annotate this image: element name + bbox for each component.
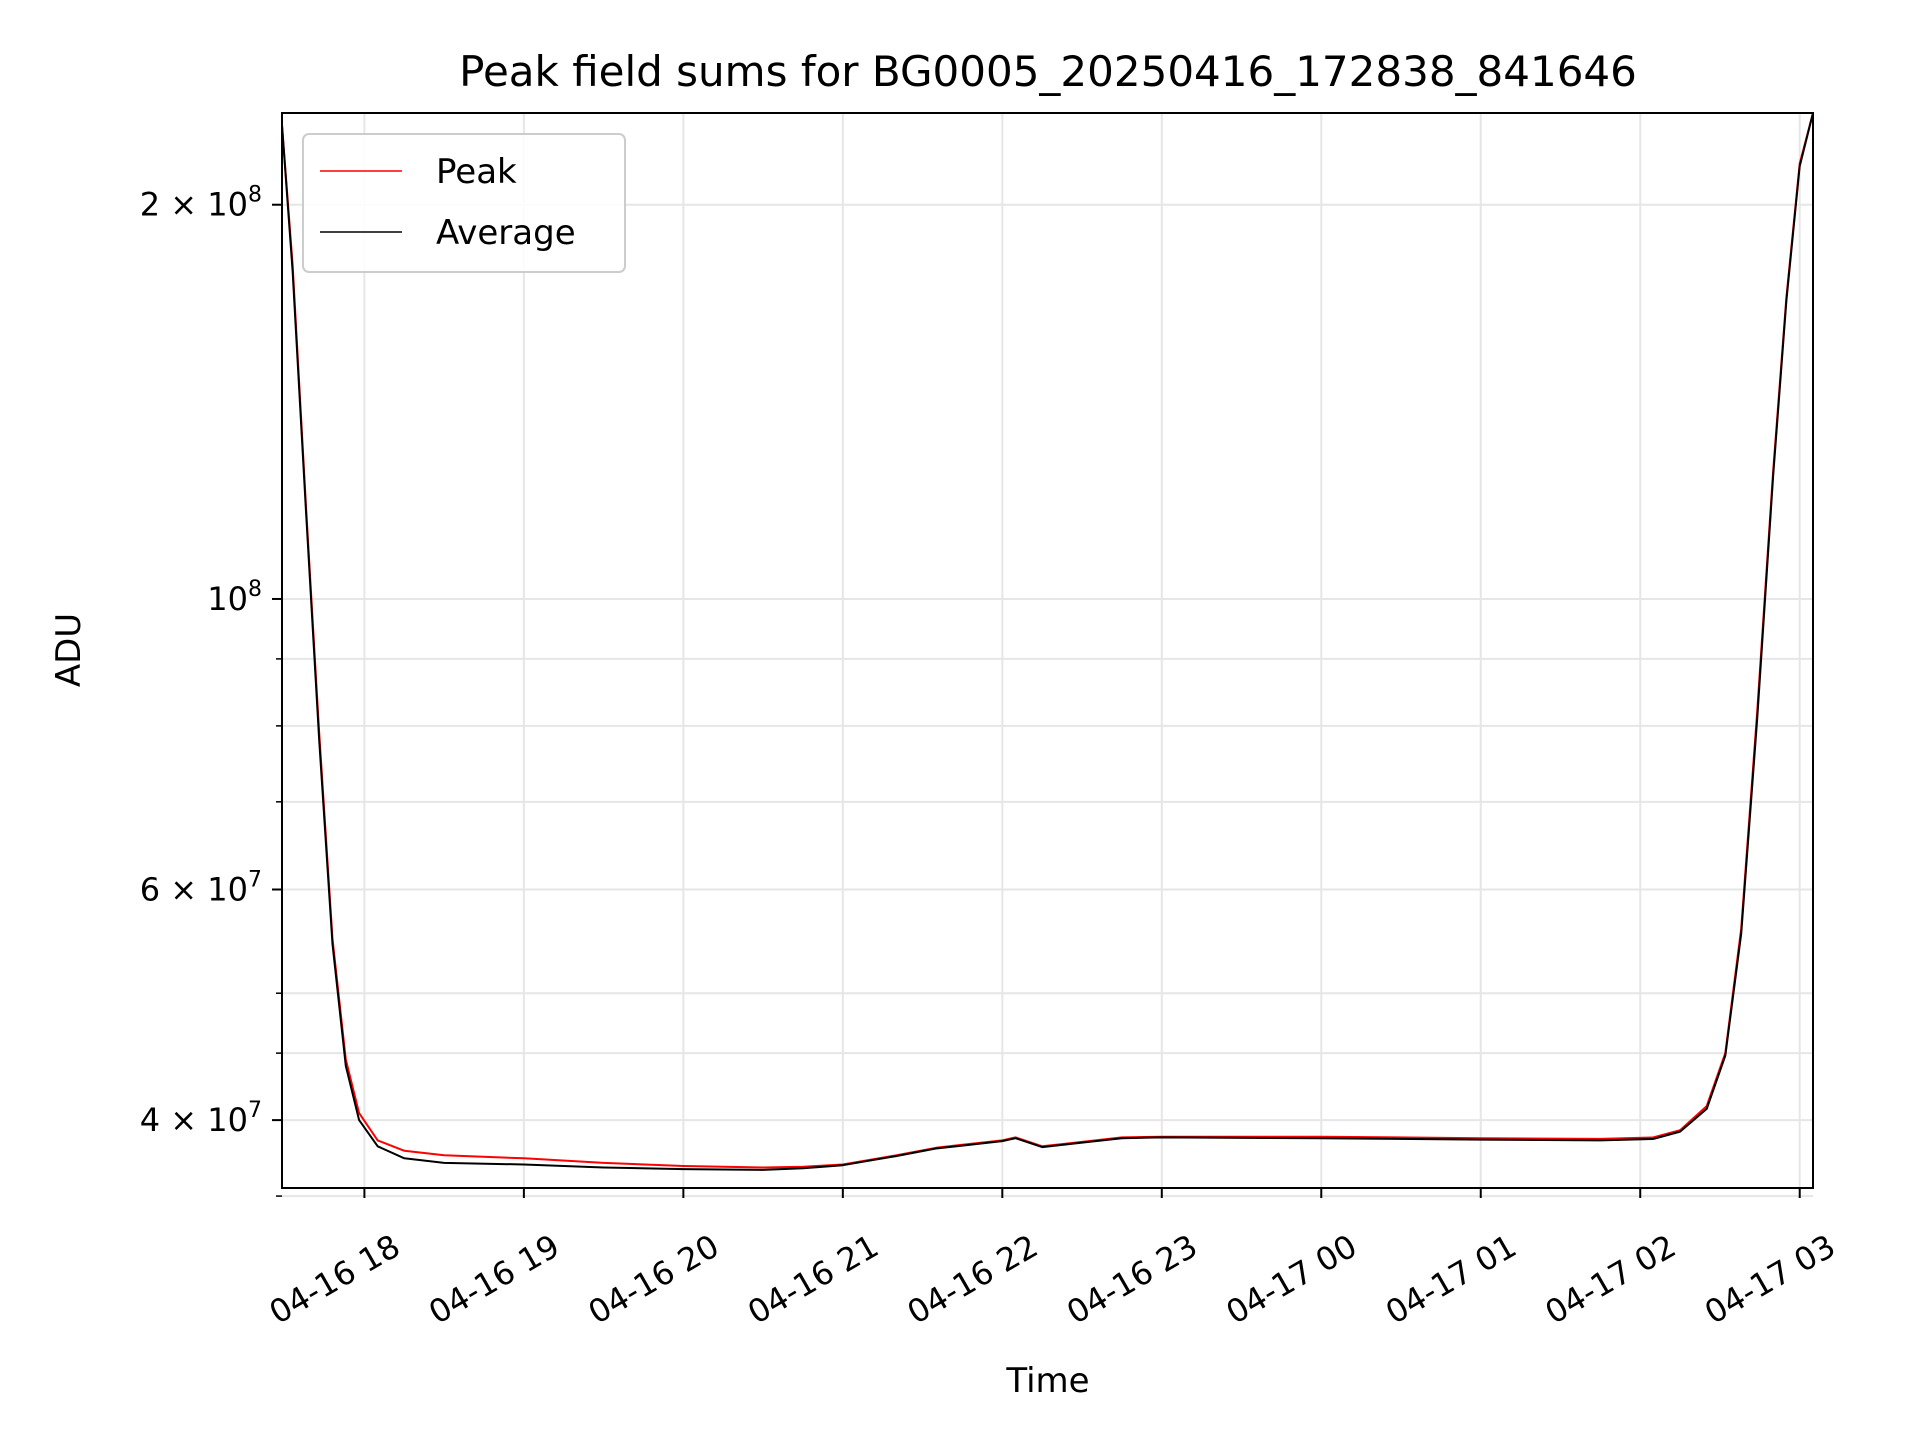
x-axis-label: Time [1005, 1361, 1089, 1401]
y-tick-label: 2 × 108 [140, 183, 262, 224]
y-tick-label: 4 × 107 [140, 1098, 262, 1139]
y-tick-exponent: 8 [248, 183, 262, 208]
y-axis-label: ADU [49, 613, 89, 687]
y-tick-exponent: 8 [248, 577, 262, 602]
legend-box [302, 133, 626, 273]
legend-label-average: Average [436, 213, 576, 253]
y-tick-exponent: 7 [248, 868, 262, 893]
series-layer [281, 112, 1814, 1171]
legend: Peak Average [302, 133, 626, 273]
grid [282, 113, 1813, 1198]
plot-frame [281, 112, 1814, 1189]
series-line-average [281, 112, 1814, 1171]
y-tick-label: 6 × 107 [140, 868, 262, 909]
y-tick-exponent: 7 [248, 1098, 262, 1123]
legend-label-peak: Peak [436, 152, 517, 192]
chart-title: Peak field sums for BG0005_20250416_1728… [459, 47, 1637, 96]
